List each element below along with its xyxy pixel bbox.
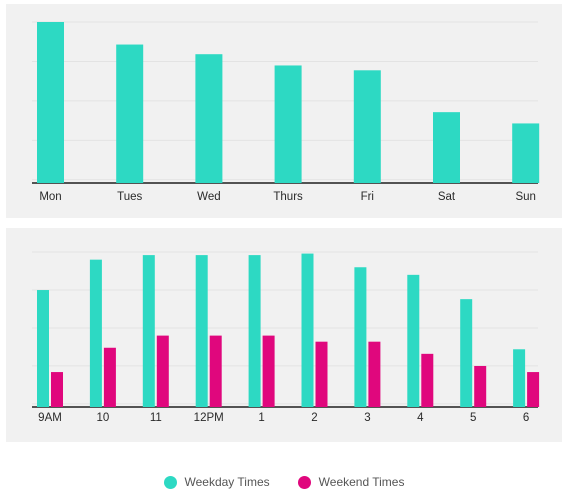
- weekday-bar-10[interactable]: [89, 259, 102, 407]
- tick-label-tues: Tues: [117, 191, 142, 203]
- weekend-bar-5[interactable]: [474, 365, 487, 407]
- tick-label-mon: Mon: [39, 191, 61, 203]
- weekday-bar-1[interactable]: [248, 255, 261, 407]
- legend-label-weekend: Weekend Times: [318, 475, 405, 489]
- day-of-week-chart-svg: Mon Tues Wed Thurs Fri Sat Sun: [32, 21, 540, 203]
- weekday-bar-sat[interactable]: [433, 112, 460, 183]
- weekend-bar-3[interactable]: [368, 341, 381, 407]
- tick-label-2: 2: [311, 412, 317, 424]
- time-of-day-chart-svg: 9AM 10 11 12PM 1 2 3 4 5 6: [32, 251, 540, 424]
- tick-label-9am: 9AM: [38, 412, 62, 424]
- tick-label-5: 5: [470, 412, 476, 424]
- weekday-swatch-icon: [163, 475, 177, 489]
- tick-label-11: 11: [150, 412, 162, 424]
- tick-label-wed: Wed: [197, 191, 220, 203]
- day-of-week-chart: Mon Tues Wed Thurs Fri Sat Sun: [6, 4, 562, 218]
- tick-label-sun: Sun: [515, 191, 535, 203]
- weekday-bar-3[interactable]: [354, 267, 367, 407]
- tick-label-10: 10: [97, 412, 110, 424]
- tick-label-6: 6: [523, 412, 529, 424]
- weekend-bar-4[interactable]: [421, 353, 434, 407]
- weekend-swatch-icon: [297, 475, 311, 489]
- weekend-bar-12pm[interactable]: [209, 335, 222, 407]
- weekday-bar-tues[interactable]: [116, 44, 144, 183]
- weekend-bar-10[interactable]: [103, 347, 116, 407]
- tick-label-thurs: Thurs: [273, 191, 303, 203]
- weekday-bar-sun[interactable]: [512, 123, 540, 183]
- legend-item-weekend[interactable]: Weekend Times: [297, 475, 405, 489]
- time-of-day-chart: 9AM 10 11 12PM 1 2 3 4 5 6: [6, 228, 562, 442]
- weekend-bar-2[interactable]: [315, 341, 328, 407]
- weekday-bar-thurs[interactable]: [274, 65, 302, 183]
- weekend-bar-6[interactable]: [527, 372, 540, 407]
- weekday-bar-wed[interactable]: [195, 54, 223, 184]
- weekend-bar-9am[interactable]: [51, 372, 63, 407]
- tick-label-1: 1: [258, 412, 264, 424]
- weekday-bar-6[interactable]: [513, 349, 526, 407]
- weekday-bar-4[interactable]: [407, 274, 420, 407]
- weekend-bar-1[interactable]: [262, 335, 275, 407]
- weekday-bar-5[interactable]: [460, 299, 473, 407]
- chart-legend: Weekday Times Weekend Times: [0, 472, 568, 492]
- weekday-bar-9am[interactable]: [37, 290, 49, 407]
- legend-item-weekday[interactable]: Weekday Times: [163, 475, 270, 489]
- weekday-bar-fri[interactable]: [353, 70, 381, 183]
- tick-label-4: 4: [417, 412, 424, 424]
- weekday-bar-11[interactable]: [142, 255, 155, 407]
- tick-label-12pm: 12PM: [194, 412, 224, 424]
- tick-label-fri: Fri: [361, 191, 374, 203]
- tick-label-sat: Sat: [438, 191, 456, 203]
- weekend-bar-11[interactable]: [156, 335, 169, 407]
- weekday-bar-2[interactable]: [301, 253, 314, 407]
- tick-label-3: 3: [364, 412, 370, 424]
- weekday-bar-mon[interactable]: [37, 22, 64, 183]
- weekday-bar-12pm[interactable]: [195, 255, 208, 407]
- legend-label-weekday: Weekday Times: [184, 475, 270, 489]
